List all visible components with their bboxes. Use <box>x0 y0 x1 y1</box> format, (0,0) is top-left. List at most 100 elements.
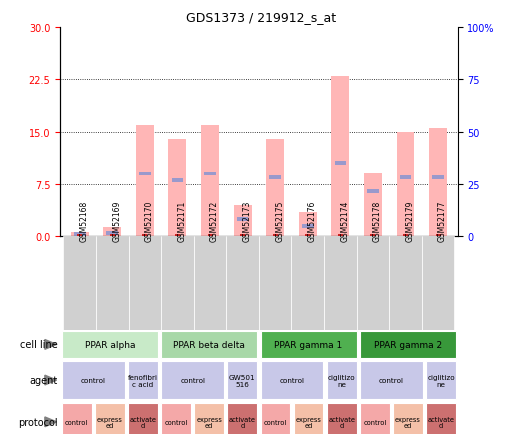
Text: control: control <box>81 377 106 383</box>
Bar <box>360 362 423 399</box>
Bar <box>234 205 252 237</box>
Bar <box>370 234 376 237</box>
Text: activate
d: activate d <box>428 416 454 428</box>
Text: GSM52178: GSM52178 <box>373 200 382 241</box>
Text: GSM52177: GSM52177 <box>438 200 447 241</box>
Text: control: control <box>164 419 188 425</box>
Text: express
ed: express ed <box>395 416 421 428</box>
Bar <box>305 234 310 237</box>
Bar <box>389 237 422 330</box>
Bar <box>142 234 147 237</box>
Bar <box>228 362 257 399</box>
Bar <box>228 403 257 434</box>
Bar <box>204 172 216 176</box>
Bar <box>360 331 456 358</box>
Bar <box>172 179 183 183</box>
Bar <box>360 403 390 434</box>
Bar <box>272 234 278 237</box>
Text: PPAR beta delta: PPAR beta delta <box>173 340 245 349</box>
Bar <box>260 362 323 399</box>
Text: GSM52172: GSM52172 <box>210 200 219 241</box>
Text: PPAR gamma 1: PPAR gamma 1 <box>275 340 343 349</box>
Bar <box>208 234 212 237</box>
Text: GSM52176: GSM52176 <box>308 200 317 241</box>
Bar <box>367 190 379 193</box>
Bar <box>327 403 357 434</box>
Text: PPAR alpha: PPAR alpha <box>85 340 135 349</box>
Text: fenofibri
c acid: fenofibri c acid <box>128 374 158 387</box>
Bar <box>62 362 124 399</box>
Text: control: control <box>379 377 404 383</box>
Polygon shape <box>45 417 56 427</box>
Text: control: control <box>180 377 205 383</box>
Bar <box>161 362 224 399</box>
Bar <box>293 403 323 434</box>
Text: control: control <box>264 419 287 425</box>
Bar <box>426 403 456 434</box>
Bar <box>136 125 154 237</box>
Text: GSM52179: GSM52179 <box>405 200 415 241</box>
Bar <box>396 132 414 237</box>
Text: protocol: protocol <box>18 417 58 427</box>
Bar <box>63 237 96 330</box>
Text: cell line: cell line <box>20 340 58 349</box>
Bar <box>195 403 224 434</box>
Bar <box>426 362 456 399</box>
Bar <box>194 237 226 330</box>
Bar <box>95 403 125 434</box>
Bar <box>422 237 454 330</box>
Bar <box>393 403 423 434</box>
Bar <box>327 362 357 399</box>
Bar <box>260 403 290 434</box>
Bar <box>364 174 382 237</box>
Text: control: control <box>65 419 88 425</box>
Bar <box>299 212 317 237</box>
Polygon shape <box>45 340 56 349</box>
Text: ciglitizo
ne: ciglitizo ne <box>427 374 455 387</box>
Text: GSM52171: GSM52171 <box>177 200 186 241</box>
Bar <box>338 234 343 237</box>
Bar <box>161 403 191 434</box>
Bar <box>259 237 291 330</box>
Bar <box>175 234 180 237</box>
Text: control: control <box>279 377 304 383</box>
Bar <box>357 237 389 330</box>
Polygon shape <box>45 375 56 385</box>
Text: agent: agent <box>29 375 58 385</box>
Bar <box>432 176 444 179</box>
Text: express
ed: express ed <box>196 416 222 428</box>
Bar <box>400 176 411 179</box>
Text: express
ed: express ed <box>295 416 322 428</box>
Text: ciglitizo
ne: ciglitizo ne <box>328 374 356 387</box>
Bar <box>71 232 89 237</box>
Bar <box>335 162 346 165</box>
Bar <box>269 176 281 179</box>
Text: GDS1373 / 219912_s_at: GDS1373 / 219912_s_at <box>186 11 337 24</box>
Bar <box>104 227 121 237</box>
Bar <box>62 403 92 434</box>
Bar <box>129 237 161 330</box>
Bar <box>240 234 245 237</box>
Bar <box>62 331 158 358</box>
Bar <box>403 234 408 237</box>
Text: GW501
516: GW501 516 <box>229 374 256 387</box>
Bar <box>168 139 186 237</box>
Bar <box>96 237 129 330</box>
Bar <box>302 224 314 228</box>
Bar <box>74 233 86 237</box>
Text: GSM52170: GSM52170 <box>145 200 154 241</box>
Text: GSM52173: GSM52173 <box>243 200 252 241</box>
Bar <box>139 172 151 176</box>
Text: express
ed: express ed <box>97 416 123 428</box>
Bar <box>237 217 248 221</box>
Bar <box>436 234 440 237</box>
Bar <box>429 129 447 237</box>
Bar <box>332 77 349 237</box>
Text: control: control <box>363 419 386 425</box>
Bar <box>128 403 158 434</box>
Bar <box>324 237 357 330</box>
Bar <box>128 362 158 399</box>
Bar <box>291 237 324 330</box>
Text: activate
d: activate d <box>328 416 355 428</box>
Bar <box>266 139 284 237</box>
